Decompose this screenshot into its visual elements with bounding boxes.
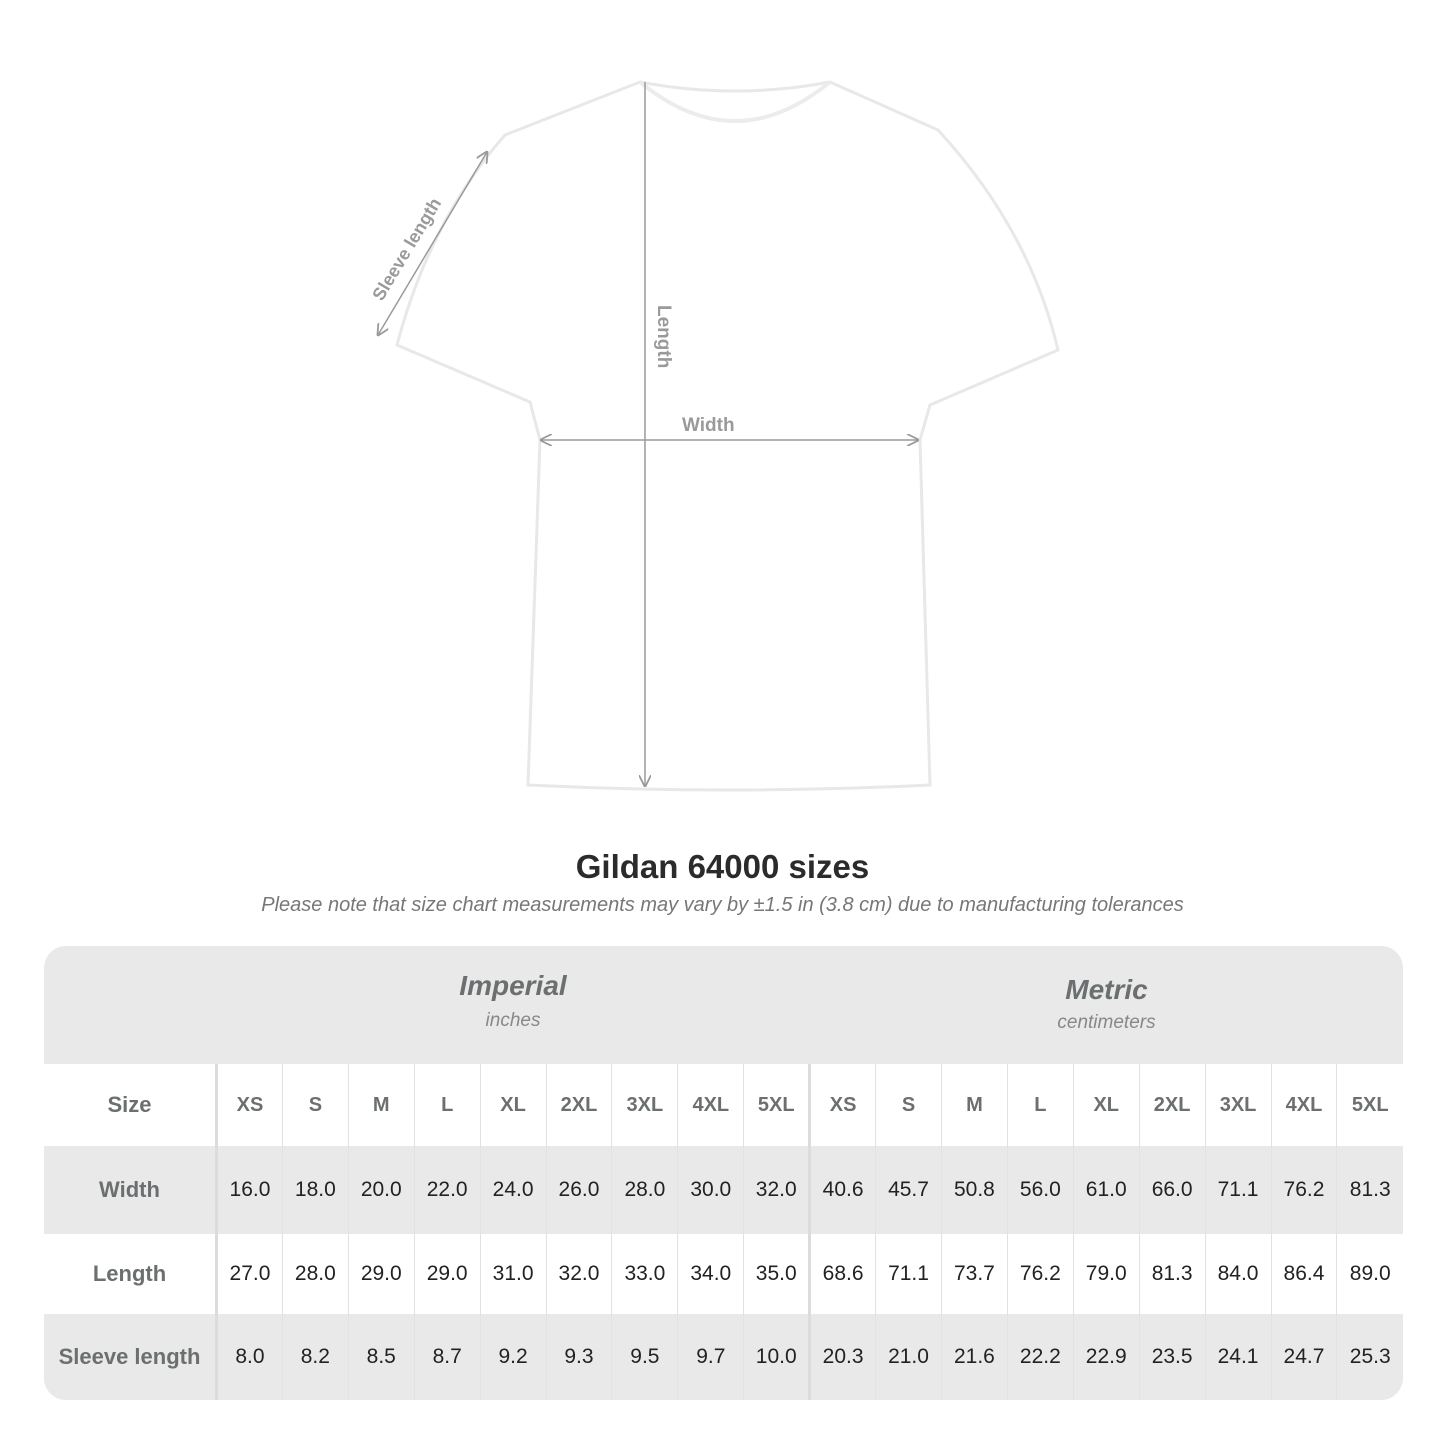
- imperial-value-cell: 35.0: [743, 1234, 810, 1314]
- metric-value-cell: 45.7: [875, 1146, 942, 1234]
- metric-size-header: L: [1006, 1064, 1074, 1146]
- row-label: Size: [44, 1064, 218, 1146]
- imperial-value-cell: 30.0: [677, 1146, 744, 1234]
- metric-value-cell: 20.3: [808, 1314, 876, 1400]
- page-title: Gildan 64000 sizes: [575, 848, 870, 885]
- metric-value-cell: 89.0: [1336, 1234, 1403, 1314]
- metric-header: Metric centimeters: [810, 946, 1403, 1064]
- imperial-value-cell: 22.0: [413, 1146, 481, 1234]
- metric-value-cell: 23.5: [1138, 1314, 1206, 1400]
- imperial-value-cell: 8.5: [347, 1314, 415, 1400]
- imperial-unit: inches: [485, 1010, 541, 1031]
- tolerance-note: Please note that size chart measurements…: [261, 894, 1184, 916]
- metric-value-cell: 84.0: [1204, 1234, 1271, 1314]
- metric-value-cell: 76.2: [1270, 1146, 1337, 1234]
- metric-value-cell: 22.9: [1072, 1314, 1140, 1400]
- metric-value-cell: 24.1: [1204, 1314, 1271, 1400]
- imperial-size-header: M: [347, 1064, 415, 1146]
- length-label: Length: [653, 305, 674, 368]
- metric-value-cell: 79.0: [1072, 1234, 1140, 1314]
- metric-size-header: M: [940, 1064, 1008, 1146]
- imperial-value-cell: 27.0: [216, 1234, 283, 1314]
- metric-value-cell: 22.2: [1006, 1314, 1074, 1400]
- imperial-value-cell: 32.0: [545, 1234, 612, 1314]
- metric-size-header: 3XL: [1204, 1064, 1271, 1146]
- imperial-value-cell: 20.0: [347, 1146, 415, 1234]
- metric-value-cell: 73.7: [940, 1234, 1008, 1314]
- imperial-value-cell: 33.0: [611, 1234, 678, 1314]
- imperial-value-cell: 9.3: [545, 1314, 612, 1400]
- imperial-size-header: S: [281, 1064, 349, 1146]
- imperial-size-header: 3XL: [611, 1064, 678, 1146]
- size-chart: Imperial inches Metric centimeters Size X…: [44, 946, 1403, 1400]
- table-row: Length 27.0 28.0 29.0 29.0 31.0 32.0 33.0 34.0 35…: [44, 1234, 1403, 1314]
- metric-size-header: 2XL: [1138, 1064, 1206, 1146]
- row-label: Sleeve length: [44, 1314, 218, 1400]
- imperial-size-header: 5XL: [743, 1064, 810, 1146]
- imperial-size-header: L: [413, 1064, 481, 1146]
- metric-value-cell: 81.3: [1336, 1146, 1403, 1234]
- metric-title: Metric: [1065, 974, 1148, 1005]
- imperial-value-cell: 34.0: [677, 1234, 744, 1314]
- size-header-row: Size XS S M L XL 2XL 3XL 4XL 5XL XS S M L XL 2XL 3XL 4XL 5…: [44, 1064, 1403, 1146]
- tshirt-diagram: Sleeve length Length Width: [368, 80, 1060, 792]
- imperial-value-cell: 29.0: [413, 1234, 481, 1314]
- metric-value-cell: 40.6: [808, 1146, 876, 1234]
- width-label: Width: [682, 415, 735, 436]
- metric-value-cell: 56.0: [1006, 1146, 1074, 1234]
- sleeve-measure-line: [378, 152, 487, 335]
- tshirt-collar: [638, 80, 832, 123]
- metric-size-header: XL: [1072, 1064, 1140, 1146]
- imperial-value-cell: 31.0: [479, 1234, 547, 1314]
- metric-size-header: S: [875, 1064, 942, 1146]
- metric-value-cell: 61.0: [1072, 1146, 1140, 1234]
- metric-value-cell: 81.3: [1138, 1234, 1206, 1314]
- metric-value-cell: 25.3: [1336, 1314, 1403, 1400]
- metric-unit: centimeters: [1057, 1012, 1156, 1033]
- imperial-value-cell: 8.2: [281, 1314, 349, 1400]
- table-row: Sleeve length 8.0 8.2 8.5 8.7 9.2 9.3 9.5 9.7 10.…: [44, 1314, 1403, 1400]
- imperial-value-cell: 28.0: [611, 1146, 678, 1234]
- imperial-title: Imperial: [459, 970, 567, 1001]
- tshirt-shape: [395, 80, 1060, 792]
- imperial-value-cell: 8.7: [413, 1314, 481, 1400]
- imperial-size-header: 4XL: [677, 1064, 744, 1146]
- metric-value-cell: 21.0: [875, 1314, 942, 1400]
- imperial-value-cell: 18.0: [281, 1146, 349, 1234]
- imperial-value-cell: 9.7: [677, 1314, 744, 1400]
- metric-value-cell: 24.7: [1270, 1314, 1337, 1400]
- imperial-value-cell: 9.5: [611, 1314, 678, 1400]
- size-table: Size XS S M L XL 2XL 3XL 4XL 5XL XS S M L XL 2XL 3XL 4XL 5…: [44, 1064, 1403, 1400]
- imperial-size-header: XL: [479, 1064, 547, 1146]
- table-row: Width 16.0 18.0 20.0 22.0 24.0 26.0 28.0 30.0 32.…: [44, 1146, 1403, 1234]
- imperial-value-cell: 29.0: [347, 1234, 415, 1314]
- metric-value-cell: 21.6: [940, 1314, 1008, 1400]
- imperial-value-cell: 16.0: [216, 1146, 283, 1234]
- imperial-size-header: XS: [216, 1064, 283, 1146]
- row-label: Width: [44, 1146, 218, 1234]
- metric-size-header: XS: [808, 1064, 876, 1146]
- imperial-size-header: 2XL: [545, 1064, 612, 1146]
- imperial-value-cell: 24.0: [479, 1146, 547, 1234]
- imperial-value-cell: 10.0: [743, 1314, 810, 1400]
- metric-size-header: 4XL: [1270, 1064, 1337, 1146]
- metric-size-header: 5XL: [1336, 1064, 1403, 1146]
- imperial-value-cell: 28.0: [281, 1234, 349, 1314]
- imperial-header: Imperial inches: [216, 946, 810, 1064]
- metric-value-cell: 76.2: [1006, 1234, 1074, 1314]
- imperial-value-cell: 9.2: [479, 1314, 547, 1400]
- row-label: Length: [44, 1234, 218, 1314]
- imperial-value-cell: 32.0: [743, 1146, 810, 1234]
- metric-value-cell: 86.4: [1270, 1234, 1337, 1314]
- metric-value-cell: 68.6: [808, 1234, 876, 1314]
- metric-value-cell: 71.1: [875, 1234, 942, 1314]
- imperial-value-cell: 8.0: [216, 1314, 283, 1400]
- metric-value-cell: 71.1: [1204, 1146, 1271, 1234]
- imperial-value-cell: 26.0: [545, 1146, 612, 1234]
- metric-value-cell: 66.0: [1138, 1146, 1206, 1234]
- metric-value-cell: 50.8: [940, 1146, 1008, 1234]
